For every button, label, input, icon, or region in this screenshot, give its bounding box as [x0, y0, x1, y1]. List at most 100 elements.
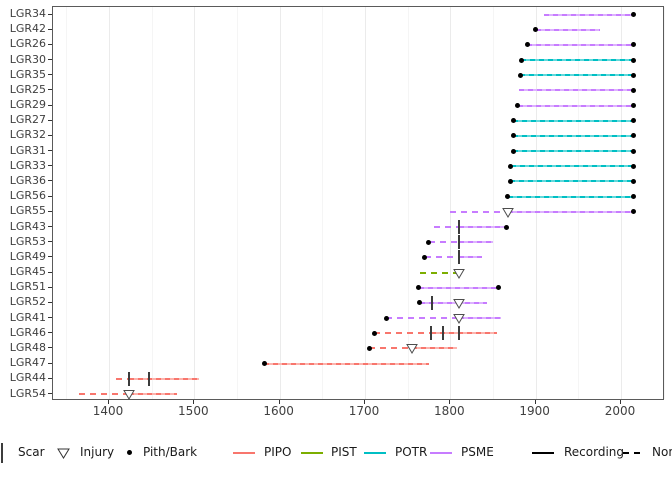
scar-marker — [441, 326, 444, 341]
legend-line-swatch — [532, 452, 554, 454]
pith-dot — [426, 239, 432, 245]
pith-dot — [383, 315, 389, 321]
legend-line-swatch — [623, 452, 645, 454]
scar-marker — [457, 326, 460, 341]
series-segment-nonrecording — [450, 210, 508, 213]
y-axis-tick — [48, 165, 52, 167]
y-axis-label: LGR49 — [9, 249, 46, 263]
bark-dot — [496, 285, 502, 291]
gridline-minor — [236, 7, 238, 399]
plot-panel — [52, 6, 665, 400]
pith-dot — [261, 361, 267, 367]
y-axis-tick — [48, 89, 52, 91]
x-axis-label: 1600 — [263, 404, 294, 418]
y-axis-tick — [48, 180, 52, 182]
x-axis-tick — [619, 400, 621, 404]
y-axis-label: LGR48 — [9, 340, 46, 354]
gridline-minor — [407, 7, 409, 399]
x-axis-tick — [193, 400, 195, 404]
y-axis-label: LGR36 — [9, 173, 46, 187]
pith-dot — [515, 103, 521, 109]
scar-legend-icon — [1, 443, 3, 463]
gridline-major — [620, 7, 622, 399]
scar-marker — [127, 371, 130, 386]
chart-legend: Scar Injury Pith/Bark PIPO PIST POTR PSME Recor… — [0, 440, 672, 466]
pith-dot — [510, 118, 516, 124]
series-segment-nonrecording — [424, 256, 459, 259]
injury-marker — [452, 268, 465, 279]
series-segment-recording — [510, 180, 634, 183]
series-segment-nonrecording — [386, 317, 459, 320]
y-axis-tick — [48, 347, 52, 349]
bark-dot — [631, 12, 637, 17]
y-axis-tick — [48, 119, 52, 121]
series-segment-recording — [510, 165, 634, 168]
y-axis-tick — [48, 286, 52, 288]
injury-legend-icon — [57, 448, 70, 459]
series-segment-recording — [411, 347, 458, 350]
series-segment-recording — [128, 393, 178, 395]
y-axis-tick — [48, 13, 52, 15]
gridline-minor — [663, 7, 665, 399]
series-segment-recording — [513, 134, 634, 137]
series-segment-recording — [507, 210, 634, 213]
y-axis-tick — [48, 362, 52, 364]
series-segment-recording — [521, 59, 634, 62]
bark-dot — [631, 148, 637, 154]
y-axis-label: LGR53 — [9, 234, 46, 248]
gridline-major — [364, 7, 366, 399]
gridline-minor — [578, 7, 580, 399]
y-axis-label: LGR26 — [9, 37, 46, 51]
series-segment-recording — [544, 13, 634, 16]
bark-dot — [631, 103, 637, 109]
injury-marker — [501, 207, 514, 218]
y-axis-tick — [48, 241, 52, 243]
y-axis-label: LGR56 — [9, 189, 46, 203]
y-axis-label: LGR44 — [9, 371, 46, 385]
gridline-major — [450, 7, 452, 399]
legend-label-recording: Recording — [564, 445, 625, 459]
y-axis-label: LGR55 — [9, 204, 46, 218]
legend-label-scar: Scar — [18, 445, 45, 459]
x-axis-label: 1400 — [92, 404, 124, 418]
series-segment-recording — [264, 362, 429, 365]
pith-dot — [417, 300, 423, 306]
legend-line-swatch — [430, 452, 452, 454]
y-axis-tick — [48, 332, 52, 334]
legend-label-pist: PIST — [331, 445, 357, 459]
pith-dot — [507, 178, 513, 184]
y-axis-tick — [48, 134, 52, 136]
gridline-minor — [492, 7, 494, 399]
y-axis-label: LGR30 — [9, 52, 46, 66]
gridline-major — [279, 7, 281, 399]
series-segment-recording — [513, 119, 634, 122]
y-axis-label: LGR43 — [9, 219, 46, 233]
pith-dot — [533, 27, 539, 33]
series-segment-recording — [527, 43, 634, 46]
y-axis-label: LGR25 — [9, 82, 46, 96]
series-segment-nonrecording — [115, 377, 129, 380]
bark-dot — [631, 163, 637, 169]
x-axis-label: 2000 — [604, 404, 636, 418]
legend-label-pipo: PIPO — [264, 445, 292, 459]
y-axis-label: LGR34 — [9, 7, 46, 20]
injury-marker — [452, 298, 465, 309]
bark-dot — [631, 72, 637, 78]
series-segment-nonrecording — [428, 241, 459, 244]
series-segment-recording — [535, 28, 600, 31]
bark-dot — [631, 87, 637, 93]
y-axis-tick — [48, 256, 52, 258]
gridline-minor — [66, 7, 68, 399]
bark-dot — [631, 133, 637, 139]
y-axis-tick — [48, 271, 52, 273]
x-axis-tick — [449, 400, 451, 404]
series-segment-recording — [518, 89, 634, 92]
y-axis-tick — [48, 74, 52, 76]
series-segment-recording — [517, 104, 634, 107]
scar-marker — [457, 250, 460, 265]
pith-dot — [510, 133, 516, 139]
injury-marker — [406, 344, 418, 355]
x-axis-tick — [278, 400, 280, 404]
y-axis-label: LGR31 — [9, 143, 46, 157]
